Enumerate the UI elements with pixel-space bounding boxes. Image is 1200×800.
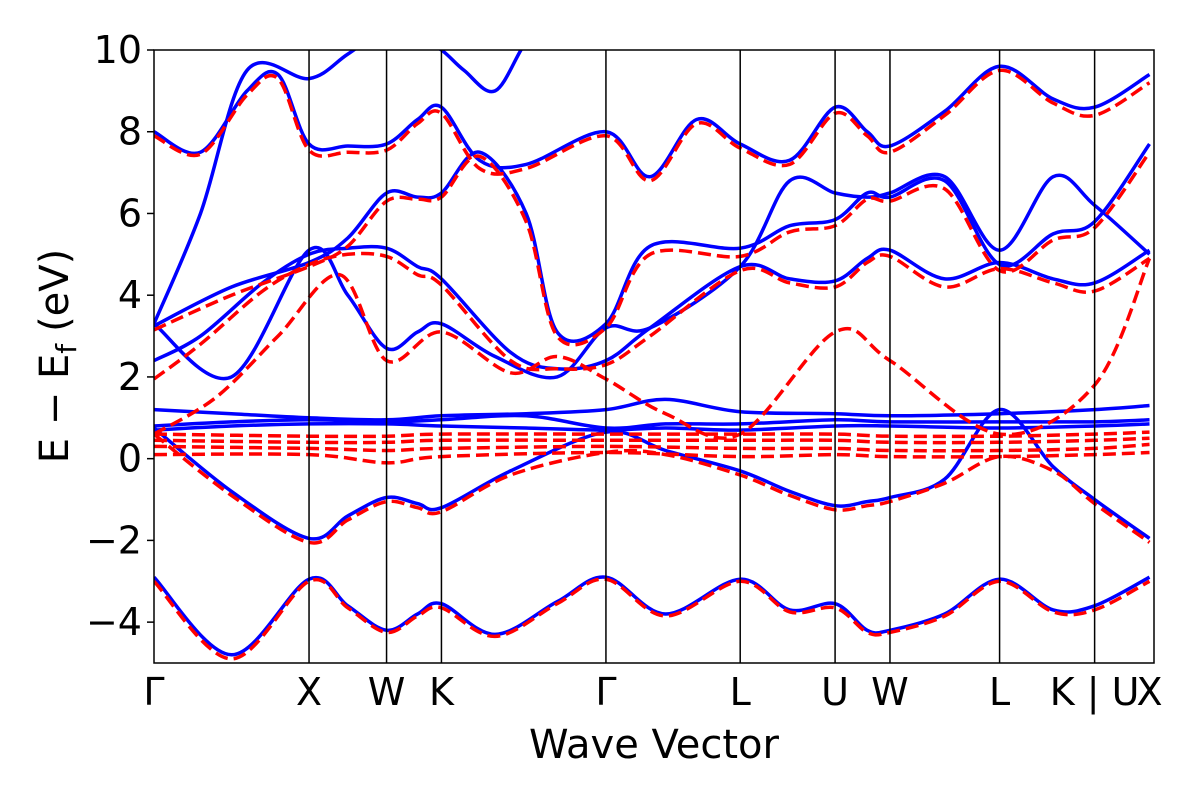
- solid-band-line-6: [154, 172, 1151, 381]
- dashed-band-line-7: [154, 251, 1151, 381]
- kpoint-vertical-lines: [308, 50, 1096, 663]
- y-tick-label-7: 10: [94, 28, 142, 72]
- x-tick-label-5: L: [730, 670, 751, 714]
- y-tick-label-4: 4: [118, 273, 142, 317]
- solid-band-line-3: [154, 397, 1150, 422]
- x-tick-label-7: W: [871, 670, 909, 714]
- solid-band-line-7: [154, 142, 1151, 343]
- x-tick-label-9: K | U: [1050, 670, 1140, 715]
- solid-band-line-4: [154, 421, 1150, 432]
- y-tick-label-5: 6: [118, 191, 142, 235]
- band-lines: [154, 50, 1152, 661]
- dashed-band-line-5: [154, 430, 1150, 439]
- y-axis-title-unit: (eV): [32, 249, 78, 332]
- x-tick-label-4: Γ: [595, 670, 616, 714]
- dashed-band-line-4: [154, 436, 1150, 445]
- y-tick-label-3: 2: [118, 355, 142, 399]
- y-axis-title-main: E − E: [32, 354, 78, 464]
- y-tick-label-1: −2: [86, 518, 142, 562]
- plot-frame: [153, 49, 1155, 664]
- solid-band-line-5: [154, 244, 1151, 371]
- x-axis-title: Wave Vector: [529, 722, 780, 768]
- x-tick-label-3: K: [429, 670, 455, 714]
- x-tick-label-1: X: [296, 670, 322, 714]
- dashed-band-line-0: [154, 577, 1151, 661]
- x-tick-label-6: U: [821, 670, 849, 714]
- dashed-band-line-8: [154, 151, 1151, 347]
- dashed-band-line-1: [154, 432, 1151, 545]
- dashed-band-line-2: [154, 450, 1150, 465]
- y-tick-label-6: 8: [118, 110, 142, 154]
- solid-band-line-1: [154, 407, 1151, 541]
- x-tick-label-0: Γ: [143, 670, 164, 714]
- dashed-band-line-3: [154, 442, 1150, 453]
- solid-band-line-8: [154, 64, 1151, 179]
- y-tick-label-0: −4: [86, 600, 142, 644]
- y-axis-ticks: −4 −2 0 2 4 6 8 10: [86, 28, 154, 644]
- dashed-band-line-9: [154, 68, 1151, 183]
- solid-band-line-9: [154, 50, 523, 325]
- x-tick-label-8: L: [989, 670, 1010, 714]
- y-axis-title: E − Ef (eV): [32, 249, 83, 464]
- y-axis-title-subscript: f: [50, 343, 83, 354]
- y-tick-label-2: 0: [118, 437, 142, 481]
- x-tick-label-10: X: [1136, 670, 1162, 714]
- x-tick-label-2: W: [368, 670, 406, 714]
